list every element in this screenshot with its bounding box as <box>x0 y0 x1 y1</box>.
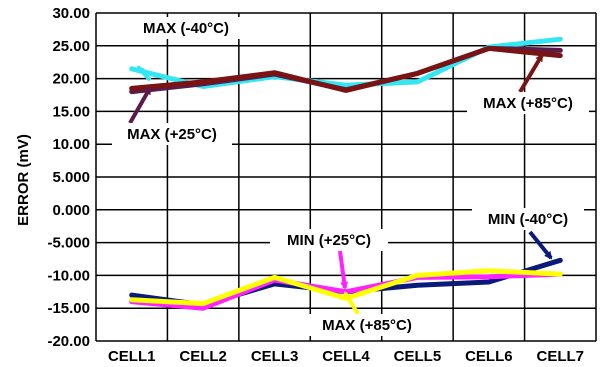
x-tick-label: CELL1 <box>108 348 156 365</box>
y-tick-label: 15.00 <box>52 103 90 120</box>
annotation-label: MAX (+25°C) <box>127 126 217 143</box>
x-tick-label: CELL2 <box>179 348 227 365</box>
annotation-box <box>270 229 388 251</box>
x-axis-ticks: CELL1 CELL2 CELL3 CELL4 CELL5 CELL6 CELL7 <box>108 348 584 365</box>
series-lines <box>129 36 563 311</box>
y-axis-title: ERROR (mV) <box>15 134 32 226</box>
annotation-leader <box>338 250 349 290</box>
annotation-box <box>128 17 244 39</box>
annotation-leader <box>528 230 553 260</box>
annotation-label: MIN (+25°C) <box>287 232 371 249</box>
annotation-leader <box>128 86 152 124</box>
annotation-label: MAX (+85°C) <box>322 317 412 334</box>
annotation-label: MAX (+85°C) <box>483 95 573 112</box>
annotation-label: MAX (-40°C) <box>143 20 229 37</box>
y-tick-label: -5.000 <box>47 235 90 252</box>
x-tick-label: CELL7 <box>537 348 585 365</box>
annotation-box <box>472 208 584 230</box>
callout-annotations: MAX (-40°C) MAX (+25°C) MAX (+85°C) MIN (-4… <box>112 17 589 336</box>
y-tick-label: -20.00 <box>47 333 90 350</box>
x-tick-label: CELL3 <box>251 348 299 365</box>
series-line-3 <box>129 45 563 93</box>
y-tick-label: 5.000 <box>52 169 90 186</box>
x-tick-label: CELL5 <box>394 348 442 365</box>
y-tick-label: 20.00 <box>52 71 90 88</box>
plot-grid <box>95 12 597 342</box>
annotation-box <box>112 123 232 145</box>
x-tick-label: CELL6 <box>465 348 513 365</box>
y-tick-label: -10.00 <box>47 267 90 284</box>
y-tick-label: 0.000 <box>52 202 90 219</box>
y-tick-label: 30.00 <box>52 5 90 22</box>
y-tick-label: -15.00 <box>47 300 90 317</box>
annotation-box <box>305 314 429 336</box>
annotation-box <box>467 92 589 114</box>
y-tick-label: 25.00 <box>52 38 90 55</box>
annotation-label: MIN (-40°C) <box>488 211 568 228</box>
x-tick-label: CELL4 <box>322 348 370 365</box>
y-axis-ticks: 30.00 25.00 20.00 15.00 10.00 5.000 0.000 -5.00… <box>47 5 90 350</box>
annotation-leader <box>136 65 152 82</box>
annotation-leader <box>343 291 360 316</box>
y-tick-label: 10.00 <box>52 136 90 153</box>
annotation-leader <box>518 53 544 94</box>
